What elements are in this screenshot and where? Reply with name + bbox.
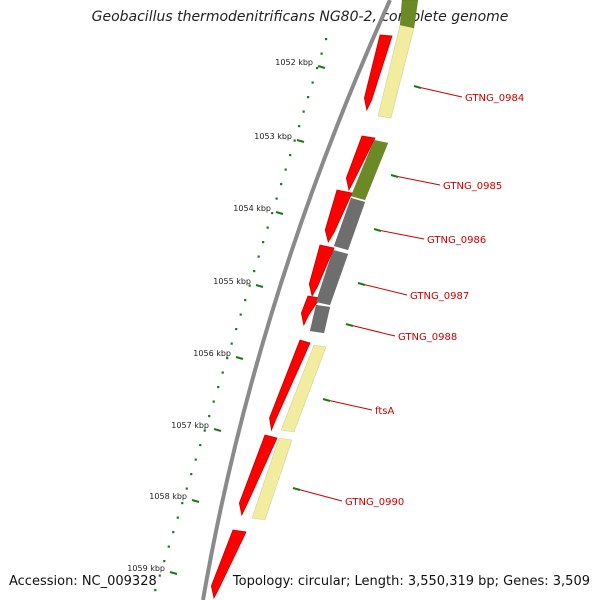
scale-dot [181,502,184,505]
scale-label: 1053 kbp [254,132,292,141]
label-tick [357,282,366,286]
gene-label: GTNG_0988 [398,332,457,343]
scale-dot [221,371,224,374]
scale-dot [154,589,157,592]
scale-dot [163,560,166,563]
scale-tick [317,65,326,69]
scale-dot [185,487,188,490]
genome-backbone [201,0,392,600]
scale-dot [262,241,265,244]
scale-dot [266,226,269,229]
cds-arrow [210,529,247,600]
scale-dot [208,415,211,418]
scale-dot [289,154,292,157]
scale-dot [307,96,310,99]
leader-line [361,283,408,296]
scale-dot [167,545,170,548]
scale-label: 1055 kbp [213,277,251,286]
category-block [399,0,419,29]
category-block [280,344,327,433]
scale-label: 1059 kbp [127,564,165,573]
cds-arrow [363,34,393,112]
label-tick [373,228,382,232]
label-tick [292,487,301,491]
scale-tick [275,211,284,215]
scale-dot [293,139,296,142]
scale-tick [235,356,244,360]
scale-dot [235,328,238,331]
leader-line [326,399,373,411]
category-block [315,249,349,306]
scale-dots [154,38,328,592]
cds-arrow [324,189,353,244]
scale-tick [255,284,264,288]
gene-label: GTNG_0986 [427,235,486,246]
cds-arrow [269,339,311,432]
scale-label: 1056 kbp [193,349,231,358]
scale-dot [203,429,206,432]
gene-label: GTNG_0985 [443,181,502,192]
scale-dot [172,531,175,534]
scale-dot [244,299,247,302]
scale-tick [191,499,200,503]
category-block [309,304,331,334]
scale-dot [257,255,260,258]
scale-dot [298,125,301,128]
leader-line [296,488,343,502]
scale-dot [239,313,242,316]
gene-label: GTNG_0987 [410,291,469,302]
leader-line [349,324,396,337]
scale-tick [213,428,222,432]
label-tick [322,398,331,402]
leader-line [394,175,441,186]
accession-text: Accession: NC_009328 [9,574,157,589]
scale-dot [230,342,233,345]
scale-dot [212,400,215,403]
feature-track [210,34,393,600]
gene-label: ftsA [375,406,394,417]
scale-dot [284,168,287,171]
scale-label: 1054 kbp [233,204,271,213]
scale-dot [253,270,256,273]
scale-tick [296,139,305,143]
scale-label: 1057 kbp [171,421,209,430]
category-block [251,437,293,521]
scale-label: 1052 kbp [275,58,313,67]
scale-dot [190,473,193,476]
category-track [251,0,419,521]
scale-dot [316,67,319,70]
category-block [350,139,389,201]
scale-dot [176,516,179,519]
label-tick [390,174,399,178]
scale-label: 1058 kbp [149,492,187,501]
scale-dot [275,197,278,200]
scale-dot [280,183,283,186]
gene-label: GTNG_0984 [465,93,524,104]
scale-tick [169,571,178,575]
scale-dot [248,284,251,287]
scale-dot [271,212,274,215]
scale-dot [217,386,220,389]
leader-line [417,86,463,98]
leader-line [377,229,425,240]
scale-dot [325,38,328,41]
gene-label: GTNG_0990 [345,497,404,508]
cds-arrow [238,434,278,517]
label-tick [413,85,422,89]
genome-stats: Topology: circular; Length: 3,550,319 bp… [232,574,590,589]
scale-dot [194,458,197,461]
scale-dot [226,357,229,360]
label-tick [345,323,354,327]
scale-dot [302,110,305,113]
scale-dot [320,52,323,55]
cds-arrow [308,244,335,298]
scale-dot [311,81,314,84]
scale-dot [199,444,202,447]
gene-labels: GTNG_0984 GTNG_0985 GTNG_0986 GTNG_0987 GTNG… [292,85,524,508]
category-block [333,197,366,251]
scale-ticks: 1052 kbp 1053 kbp 1054 kbp 1055 kbp 1056 kbp… [127,58,326,575]
cds-arrow [345,135,376,192]
scale-dot [158,574,161,577]
